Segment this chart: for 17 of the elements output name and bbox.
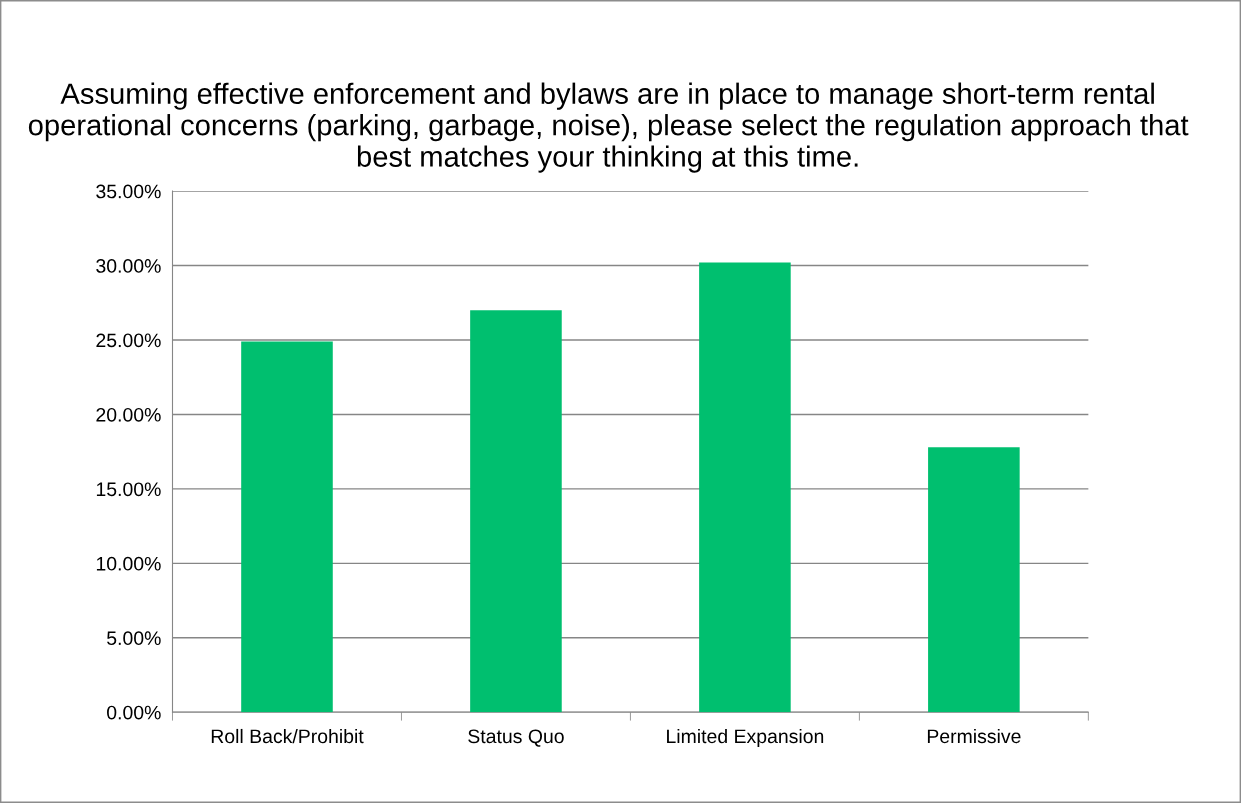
x-tick-label: Limited Expansion (667, 728, 824, 748)
y-tick-label: 10.00% (96, 556, 161, 571)
x-tick-label: Roll Back/Prohibit (211, 728, 364, 744)
y-tick-label: 5.00% (107, 631, 161, 646)
chart-title: Assuming effective enforcement and bylaws are in place to manage short-term rental operational concerns (parking, garbage, noise), please select the regulation approach that best matches your thinking at this time. (28, 82, 1189, 173)
bar (699, 262, 791, 713)
y-tick-label: 30.00% (96, 259, 161, 273)
x-tick-label: Permissive (927, 728, 1021, 744)
bar (928, 447, 1020, 713)
y-tick-label: 20.00% (96, 407, 161, 422)
bar (241, 341, 333, 713)
y-tick-label: 15.00% (96, 482, 161, 497)
bar (470, 310, 562, 713)
y-tick-label: 35.00% (96, 184, 161, 199)
y-tick-label: 25.00% (96, 333, 161, 348)
y-tick-label: 0.00% (107, 705, 161, 720)
x-tick-label: Status Quo (468, 729, 564, 747)
